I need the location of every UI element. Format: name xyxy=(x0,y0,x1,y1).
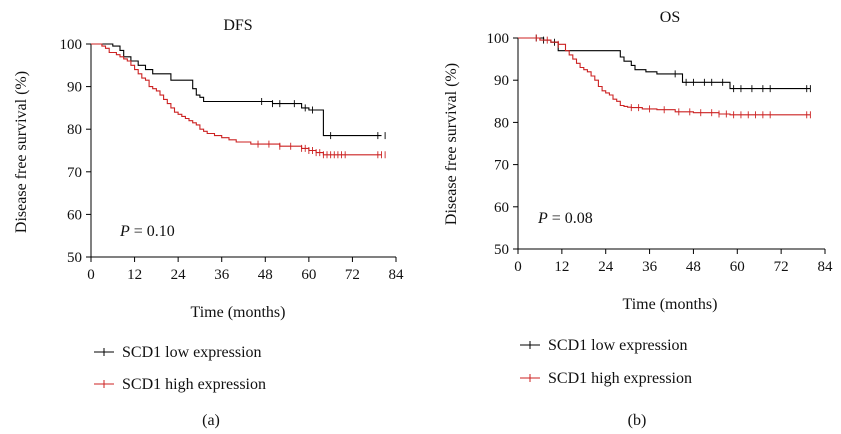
x-tick-label: 72 xyxy=(774,259,789,275)
series-line-low xyxy=(91,43,382,137)
series-line-high xyxy=(518,37,811,116)
y-axis-title: Disease free survival (%) xyxy=(13,71,30,233)
x-tick-label: 60 xyxy=(730,259,745,275)
x-tick-label: 24 xyxy=(171,267,187,283)
p-symbol: P xyxy=(119,223,130,240)
y-tick-label: 70 xyxy=(494,158,509,174)
legend-item-low: SCD1 low expression xyxy=(520,337,688,354)
y-tick-label: 50 xyxy=(67,250,82,266)
y-axis-title: Disease free survival (%) xyxy=(443,63,460,225)
y-tick-label: 80 xyxy=(67,122,82,138)
legend-item-low: SCD1 low expression xyxy=(94,344,262,361)
legend-label-low: SCD1 low expression xyxy=(122,344,262,361)
y-tick-label: 80 xyxy=(494,115,509,131)
y-tick-label: 70 xyxy=(67,165,82,181)
panel-label: (b) xyxy=(628,412,647,429)
p-value: = 0.08 xyxy=(548,210,593,227)
os-chart: OS Disease free survival (%) Time (month… xyxy=(443,9,833,429)
x-tick-label: 0 xyxy=(87,267,95,283)
series-line-low xyxy=(518,37,811,90)
panel-label: (a) xyxy=(202,412,220,429)
legend: SCD1 low expression SCD1 high expression xyxy=(520,337,692,387)
series-line-high xyxy=(91,43,382,156)
y-tick-label: 100 xyxy=(60,37,83,53)
x-tick-label: 48 xyxy=(686,259,701,275)
y-tick-label: 100 xyxy=(487,31,510,47)
x-tick-label: 36 xyxy=(214,267,230,283)
x-tick-label: 12 xyxy=(554,259,569,275)
x-axis-title: Time (months) xyxy=(623,296,718,313)
legend-label-low: SCD1 low expression xyxy=(548,337,688,354)
x-tick-label: 84 xyxy=(818,259,834,275)
y-tick-label: 90 xyxy=(494,73,509,89)
p-value-annotation: P = 0.10 xyxy=(119,223,175,240)
x-tick-label: 0 xyxy=(514,259,522,275)
p-value-annotation: P = 0.08 xyxy=(537,210,593,227)
legend-item-high: SCD1 high expression xyxy=(520,370,692,387)
x-tick-label: 12 xyxy=(127,267,142,283)
chart-title: DFS xyxy=(223,17,252,34)
legend: SCD1 low expression SCD1 high expression xyxy=(94,344,266,393)
y-tick-label: 60 xyxy=(494,200,509,216)
y-tick-label: 50 xyxy=(494,242,509,258)
x-tick-label: 60 xyxy=(301,267,316,283)
legend-item-high: SCD1 high expression xyxy=(94,376,266,393)
chart-title: OS xyxy=(660,9,680,26)
x-tick-label: 24 xyxy=(598,259,614,275)
p-value: = 0.10 xyxy=(130,223,175,240)
plot-area: 0 12 24 36 48 60 72 84 50 60 70 80 90 100 xyxy=(60,37,405,283)
x-tick-label: 84 xyxy=(389,267,405,283)
y-tick-label: 60 xyxy=(67,207,82,223)
legend-label-high: SCD1 high expression xyxy=(548,370,692,387)
p-symbol: P xyxy=(537,210,548,227)
x-tick-label: 72 xyxy=(345,267,360,283)
plot-area: 0 12 24 36 48 60 72 84 50 60 70 80 90 100 xyxy=(487,31,834,275)
x-tick-label: 48 xyxy=(258,267,273,283)
y-tick-label: 90 xyxy=(67,80,82,96)
legend-label-high: SCD1 high expression xyxy=(122,376,266,393)
x-tick-label: 36 xyxy=(642,259,658,275)
dfs-chart: DFS Disease free survival (%) Time (mont… xyxy=(13,17,404,429)
x-axis-title: Time (months) xyxy=(191,304,286,321)
